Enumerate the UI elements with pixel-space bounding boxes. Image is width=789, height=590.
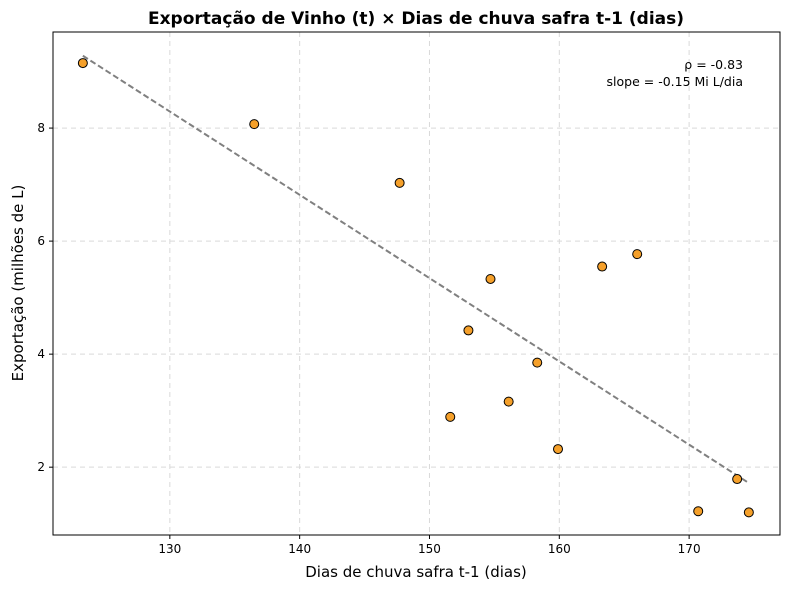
- data-point: [553, 444, 564, 455]
- data-point: [249, 119, 260, 130]
- data-point: [743, 507, 754, 518]
- slope-annotation: slope = -0.15 Mi L/dia: [607, 74, 743, 89]
- y-tick-label: 4: [37, 347, 45, 361]
- x-tick-label: 170: [678, 542, 701, 556]
- data-point: [394, 177, 405, 188]
- y-tick-label: 2: [37, 460, 45, 474]
- plot-frame: [52, 31, 781, 536]
- trend-line: [82, 54, 750, 484]
- trendline-layer: [82, 54, 750, 484]
- grid: [53, 32, 780, 535]
- data-point: [463, 325, 474, 336]
- y-axis-label: Exportação (milhões de L): [9, 185, 27, 382]
- data-point: [77, 58, 88, 69]
- data-point: [485, 273, 496, 284]
- data-point: [632, 249, 643, 260]
- data-point: [693, 506, 704, 517]
- x-tick-label: 130: [158, 542, 181, 556]
- data-point: [503, 396, 514, 407]
- x-tick-label: 140: [288, 542, 311, 556]
- x-tick-label: 160: [548, 542, 571, 556]
- chart-title: Exportação de Vinho (t) × Dias de chuva …: [148, 9, 684, 29]
- x-axis-ticks: 130 140 150 160 170: [158, 535, 701, 556]
- points-layer: [77, 58, 754, 518]
- y-axis-ticks: 2 4 6 8: [37, 121, 53, 474]
- x-axis-label: Dias de chuva safra t-1 (dias): [305, 563, 527, 581]
- data-point: [445, 411, 456, 422]
- y-tick-label: 6: [37, 234, 45, 248]
- y-tick-label: 8: [37, 121, 45, 135]
- x-tick-label: 150: [418, 542, 441, 556]
- correlation-annotation: ρ = -0.83: [684, 57, 743, 72]
- data-point: [732, 474, 743, 485]
- data-point: [532, 357, 543, 368]
- data-point: [597, 261, 608, 272]
